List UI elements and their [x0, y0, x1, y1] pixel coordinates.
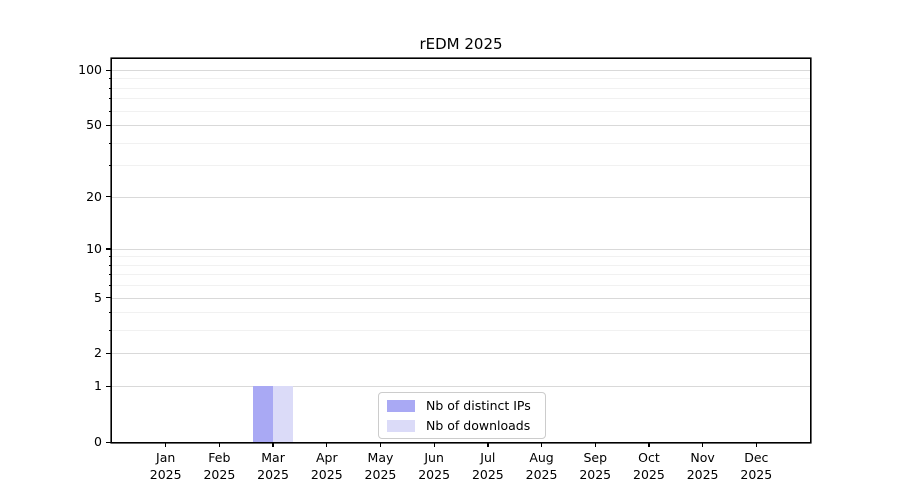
- x-tick: [379, 442, 382, 447]
- y-minor-tick: [108, 256, 112, 258]
- legend-label-downloads: Nb of downloads: [426, 418, 531, 433]
- minor-gridline: [112, 165, 810, 167]
- legend-label-distinct-ips: Nb of distinct IPs: [426, 398, 531, 413]
- y-minor-tick: [108, 142, 112, 144]
- minor-gridline: [112, 110, 810, 112]
- y-tick-label: 5: [94, 289, 102, 305]
- x-tick-label: Jun 2025: [418, 450, 451, 482]
- x-tick: [702, 442, 704, 447]
- minor-gridline: [112, 78, 810, 80]
- minor-gridline: [112, 142, 810, 144]
- minor-gridline: [112, 256, 810, 258]
- x-tick-label: Mar 2025: [257, 450, 289, 482]
- y-major-tick: [106, 385, 112, 387]
- x-tick-label: Dec 2025: [740, 450, 773, 482]
- y-major-tick: [106, 441, 112, 443]
- minor-gridline: [112, 274, 810, 276]
- x-tick: [218, 442, 221, 447]
- legend-entry-distinct-ips: Nb of distinct IPs: [379, 397, 545, 414]
- y-tick-label: 50: [86, 117, 102, 133]
- x-tick-label: Feb 2025: [203, 450, 236, 482]
- y-tick-label: 20: [86, 188, 102, 204]
- x-tick-label: Apr 2025: [310, 450, 343, 482]
- major-gridline: [112, 196, 810, 198]
- y-minor-tick: [108, 264, 112, 266]
- y-major-tick: [106, 352, 112, 355]
- x-tick: [433, 442, 435, 447]
- y-minor-tick: [108, 285, 112, 287]
- y-major-tick: [106, 69, 112, 71]
- minor-gridline: [112, 98, 810, 100]
- y-major-tick: [106, 248, 112, 250]
- y-tick-label: 1: [94, 378, 102, 394]
- x-tick: [594, 442, 596, 447]
- x-tick-label: Jan 2025: [149, 450, 182, 482]
- y-tick-label: 2: [94, 345, 102, 361]
- major-gridline: [112, 386, 810, 388]
- x-tick-label: May 2025: [364, 450, 397, 482]
- major-gridline: [112, 70, 810, 71]
- x-tick-label: Jul 2025: [471, 450, 504, 482]
- minor-gridline: [112, 264, 810, 266]
- x-tick: [326, 442, 328, 447]
- chart-title: rEDM 2025: [419, 35, 503, 53]
- y-minor-tick: [108, 110, 112, 112]
- y-major-tick: [106, 297, 112, 299]
- major-gridline: [112, 125, 810, 127]
- y-minor-tick: [108, 312, 112, 314]
- y-minor-tick: [108, 274, 112, 276]
- x-tick: [648, 442, 650, 447]
- bar-downloads: [273, 386, 294, 442]
- x-tick: [272, 442, 274, 447]
- legend: Nb of distinct IPs Nb of downloads: [378, 392, 546, 439]
- legend-swatch-downloads: [387, 419, 415, 432]
- y-minor-tick: [108, 98, 112, 100]
- y-tick-label: 10: [86, 240, 102, 256]
- x-tick-label: Aug 2025: [525, 450, 558, 482]
- y-major-tick: [106, 196, 112, 198]
- minor-gridline: [112, 87, 810, 89]
- y-tick-label: 100: [78, 62, 102, 77]
- major-gridline: [112, 248, 810, 250]
- y-minor-tick: [108, 330, 112, 332]
- x-tick-label: Sep 2025: [579, 450, 612, 482]
- plot-area: [106, 59, 810, 447]
- minor-gridline: [112, 330, 810, 332]
- x-tick: [487, 442, 489, 447]
- x-tick: [540, 442, 543, 447]
- minor-gridline: [112, 285, 810, 287]
- major-gridline: [112, 297, 810, 299]
- x-tick-label: Oct 2025: [633, 450, 665, 482]
- x-tick-label: Nov 2025: [686, 450, 719, 482]
- bar-distinct-ips: [252, 386, 274, 442]
- legend-swatch-distinct-ips: [387, 399, 415, 412]
- major-gridline: [112, 353, 810, 355]
- y-major-tick: [106, 124, 112, 126]
- x-tick: [755, 442, 757, 447]
- y-tick-label: 0: [94, 434, 102, 449]
- y-minor-tick: [108, 87, 112, 89]
- minor-gridline: [112, 312, 810, 314]
- legend-entry-downloads: Nb of downloads: [379, 417, 545, 434]
- y-minor-tick: [108, 78, 112, 80]
- y-minor-tick: [108, 165, 112, 167]
- x-tick: [165, 442, 167, 447]
